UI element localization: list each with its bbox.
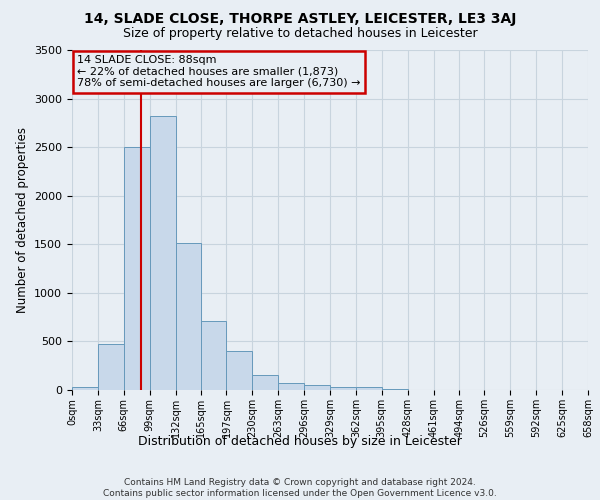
Bar — [278, 382, 304, 390]
Bar — [226, 351, 253, 390]
Text: Distribution of detached houses by size in Leicester: Distribution of detached houses by size … — [138, 435, 462, 448]
Bar — [202, 321, 226, 390]
Bar — [72, 387, 98, 390]
Bar — [149, 116, 176, 390]
Text: 14 SLADE CLOSE: 88sqm
← 22% of detached houses are smaller (1,873)
78% of semi-d: 14 SLADE CLOSE: 88sqm ← 22% of detached … — [77, 55, 361, 88]
Y-axis label: Number of detached properties: Number of detached properties — [16, 127, 29, 313]
Bar — [176, 244, 202, 390]
Text: 14, SLADE CLOSE, THORPE ASTLEY, LEICESTER, LE3 3AJ: 14, SLADE CLOSE, THORPE ASTLEY, LEICESTE… — [84, 12, 516, 26]
Bar — [330, 386, 356, 390]
Bar — [304, 385, 330, 390]
Text: Size of property relative to detached houses in Leicester: Size of property relative to detached ho… — [122, 28, 478, 40]
Bar — [382, 389, 407, 390]
Bar — [124, 147, 149, 390]
Text: Contains HM Land Registry data © Crown copyright and database right 2024.
Contai: Contains HM Land Registry data © Crown c… — [103, 478, 497, 498]
Bar — [253, 375, 278, 390]
Bar — [356, 387, 382, 390]
Bar — [98, 344, 124, 390]
